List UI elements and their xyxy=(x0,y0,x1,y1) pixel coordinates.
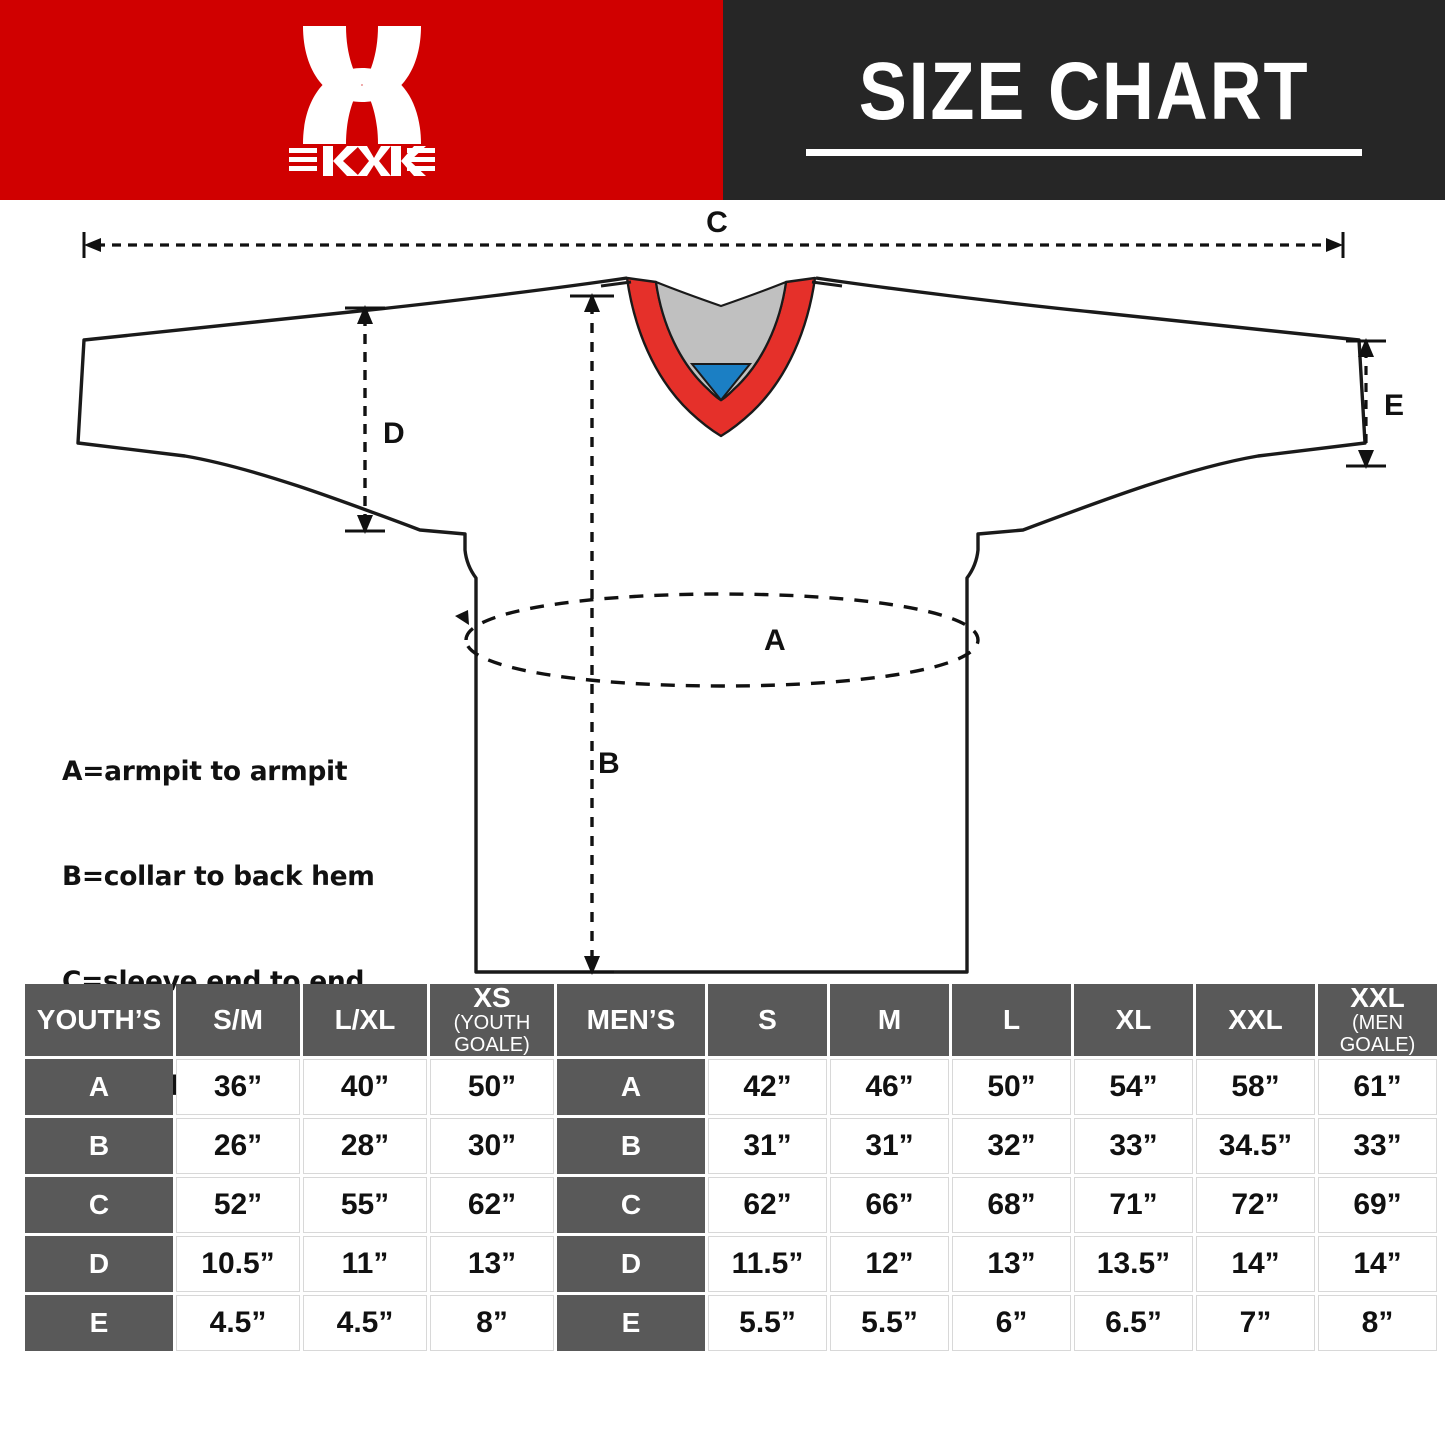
cell-youth-xs-c: 62” xyxy=(430,1177,554,1234)
cell-youth-lxl-a: 40” xyxy=(303,1059,427,1116)
legend-line-b: B=collar to back hem xyxy=(62,861,375,892)
cell-mens-xxlg-a: 61” xyxy=(1318,1059,1437,1116)
cell-mens-s-c: 62” xyxy=(708,1177,827,1234)
page-title: SIZE CHART xyxy=(858,45,1310,137)
header-youth-sm: S/M xyxy=(176,984,300,1057)
cell-mens-xl-d: 13.5” xyxy=(1074,1236,1193,1293)
row-label-mens-a: A xyxy=(557,1059,705,1116)
header-mens-xl: XL xyxy=(1074,984,1193,1057)
cell-mens-xl-c: 71” xyxy=(1074,1177,1193,1234)
cell-youth-xs-e: 8” xyxy=(430,1295,554,1352)
cell-youth-xs-d: 13” xyxy=(430,1236,554,1293)
dimension-label-c: C xyxy=(706,206,728,239)
dimension-label-d: D xyxy=(383,417,405,450)
cell-mens-s-d: 11.5” xyxy=(708,1236,827,1293)
size-table: YOUTH’S S/M L/XL XS (YOUTH GOALE) MEN’S S… xyxy=(22,981,1440,1354)
cell-mens-l-c: 68” xyxy=(952,1177,1071,1234)
cell-mens-xxl-e: 7” xyxy=(1196,1295,1315,1352)
cell-mens-xl-a: 54” xyxy=(1074,1059,1193,1116)
row-label-youth-e: E xyxy=(25,1295,173,1352)
brand-panel xyxy=(0,0,723,200)
jersey-diagram-svg: C D xyxy=(76,206,1404,975)
size-table-container: YOUTH’S S/M L/XL XS (YOUTH GOALE) MEN’S S… xyxy=(22,981,1437,1354)
cell-mens-s-a: 42” xyxy=(708,1059,827,1116)
cell-youth-lxl-e: 4.5” xyxy=(303,1295,427,1352)
cell-mens-xxl-a: 58” xyxy=(1196,1059,1315,1116)
cell-youth-sm-a: 36” xyxy=(176,1059,300,1116)
cell-mens-s-e: 5.5” xyxy=(708,1295,827,1352)
header-mens-xxl: XXL xyxy=(1196,984,1315,1057)
header-mens-m: M xyxy=(830,984,949,1057)
cell-youth-sm-d: 10.5” xyxy=(176,1236,300,1293)
cell-mens-xxl-d: 14” xyxy=(1196,1236,1315,1293)
cell-mens-xxlg-c: 69” xyxy=(1318,1177,1437,1234)
dimension-a-arrowhead xyxy=(455,610,469,625)
dimension-b xyxy=(570,293,614,975)
title-panel: SIZE CHART xyxy=(723,0,1445,200)
cell-youth-xs-a: 50” xyxy=(430,1059,554,1116)
cell-mens-xl-e: 6.5” xyxy=(1074,1295,1193,1352)
table-row: C 52” 55” 62” C 62” 66” 68” 71” 72” 69” xyxy=(25,1177,1437,1234)
cell-youth-lxl-b: 28” xyxy=(303,1118,427,1175)
cell-mens-xl-b: 33” xyxy=(1074,1118,1193,1175)
cell-mens-l-d: 13” xyxy=(952,1236,1071,1293)
table-row: B 26” 28” 30” B 31” 31” 32” 33” 34.5” 33… xyxy=(25,1118,1437,1175)
cell-youth-sm-b: 26” xyxy=(176,1118,300,1175)
header-youth-xs-goalie: XS (YOUTH GOALE) xyxy=(430,984,554,1057)
dimension-d xyxy=(345,305,385,534)
table-row: A 36” 40” 50” A 42” 46” 50” 54” 58” 61” xyxy=(25,1059,1437,1116)
dimension-c xyxy=(82,232,1345,258)
header-mens-l: L xyxy=(952,984,1071,1057)
jersey-collar-inner xyxy=(654,280,788,402)
cell-mens-xxl-b: 34.5” xyxy=(1196,1118,1315,1175)
jersey-diagram: C D xyxy=(0,200,1445,1207)
row-label-mens-c: C xyxy=(557,1177,705,1234)
row-label-mens-b: B xyxy=(557,1118,705,1175)
dimension-label-a: A xyxy=(764,624,786,657)
cell-mens-xxlg-e: 8” xyxy=(1318,1295,1437,1352)
header-mens: MEN’S xyxy=(557,984,705,1057)
header-mens-xxl-goalie: XXL (MEN GOALE) xyxy=(1318,984,1437,1057)
cell-mens-m-c: 66” xyxy=(830,1177,949,1234)
header-youth-lxl: L/XL xyxy=(303,984,427,1057)
cell-youth-xs-b: 30” xyxy=(430,1118,554,1175)
dimension-a xyxy=(464,592,980,688)
jersey-outline xyxy=(76,276,1367,974)
jersey-collar-accent xyxy=(689,363,753,402)
cell-youth-sm-e: 4.5” xyxy=(176,1295,300,1352)
cell-mens-xxlg-d: 14” xyxy=(1318,1236,1437,1293)
row-label-youth-c: C xyxy=(25,1177,173,1234)
dimension-label-b: B xyxy=(598,747,620,780)
cell-mens-m-b: 31” xyxy=(830,1118,949,1175)
header-mens-s: S xyxy=(708,984,827,1057)
cell-youth-sm-c: 52” xyxy=(176,1177,300,1234)
row-label-youth-d: D xyxy=(25,1236,173,1293)
dimension-e xyxy=(1346,338,1386,469)
cell-youth-lxl-d: 11” xyxy=(303,1236,427,1293)
row-label-youth-a: A xyxy=(25,1059,173,1116)
header-youth: YOUTH’S xyxy=(25,984,173,1057)
table-row: D 10.5” 11” 13” D 11.5” 12” 13” 13.5” 14… xyxy=(25,1236,1437,1293)
row-label-youth-b: B xyxy=(25,1118,173,1175)
table-row: E 4.5” 4.5” 8” E 5.5” 5.5” 6” 6.5” 7” 8” xyxy=(25,1295,1437,1352)
cell-mens-s-b: 31” xyxy=(708,1118,827,1175)
cell-mens-xxl-c: 72” xyxy=(1196,1177,1315,1234)
cell-mens-m-d: 12” xyxy=(830,1236,949,1293)
cell-youth-lxl-c: 55” xyxy=(303,1177,427,1234)
cell-mens-m-a: 46” xyxy=(830,1059,949,1116)
page-header: SIZE CHART xyxy=(0,0,1445,200)
kxk-hourglass-logo xyxy=(288,26,435,176)
cell-mens-l-b: 32” xyxy=(952,1118,1071,1175)
cell-mens-m-e: 5.5” xyxy=(830,1295,949,1352)
legend-line-a: A=armpit to armpit xyxy=(62,756,348,787)
row-label-mens-e: E xyxy=(557,1295,705,1352)
title-underline xyxy=(806,148,1362,156)
table-header-row: YOUTH’S S/M L/XL XS (YOUTH GOALE) MEN’S S… xyxy=(25,984,1437,1057)
dimension-label-e: E xyxy=(1384,389,1404,422)
cell-mens-xxlg-b: 33” xyxy=(1318,1118,1437,1175)
cell-mens-l-e: 6” xyxy=(952,1295,1071,1352)
row-label-mens-d: D xyxy=(557,1236,705,1293)
cell-mens-l-a: 50” xyxy=(952,1059,1071,1116)
